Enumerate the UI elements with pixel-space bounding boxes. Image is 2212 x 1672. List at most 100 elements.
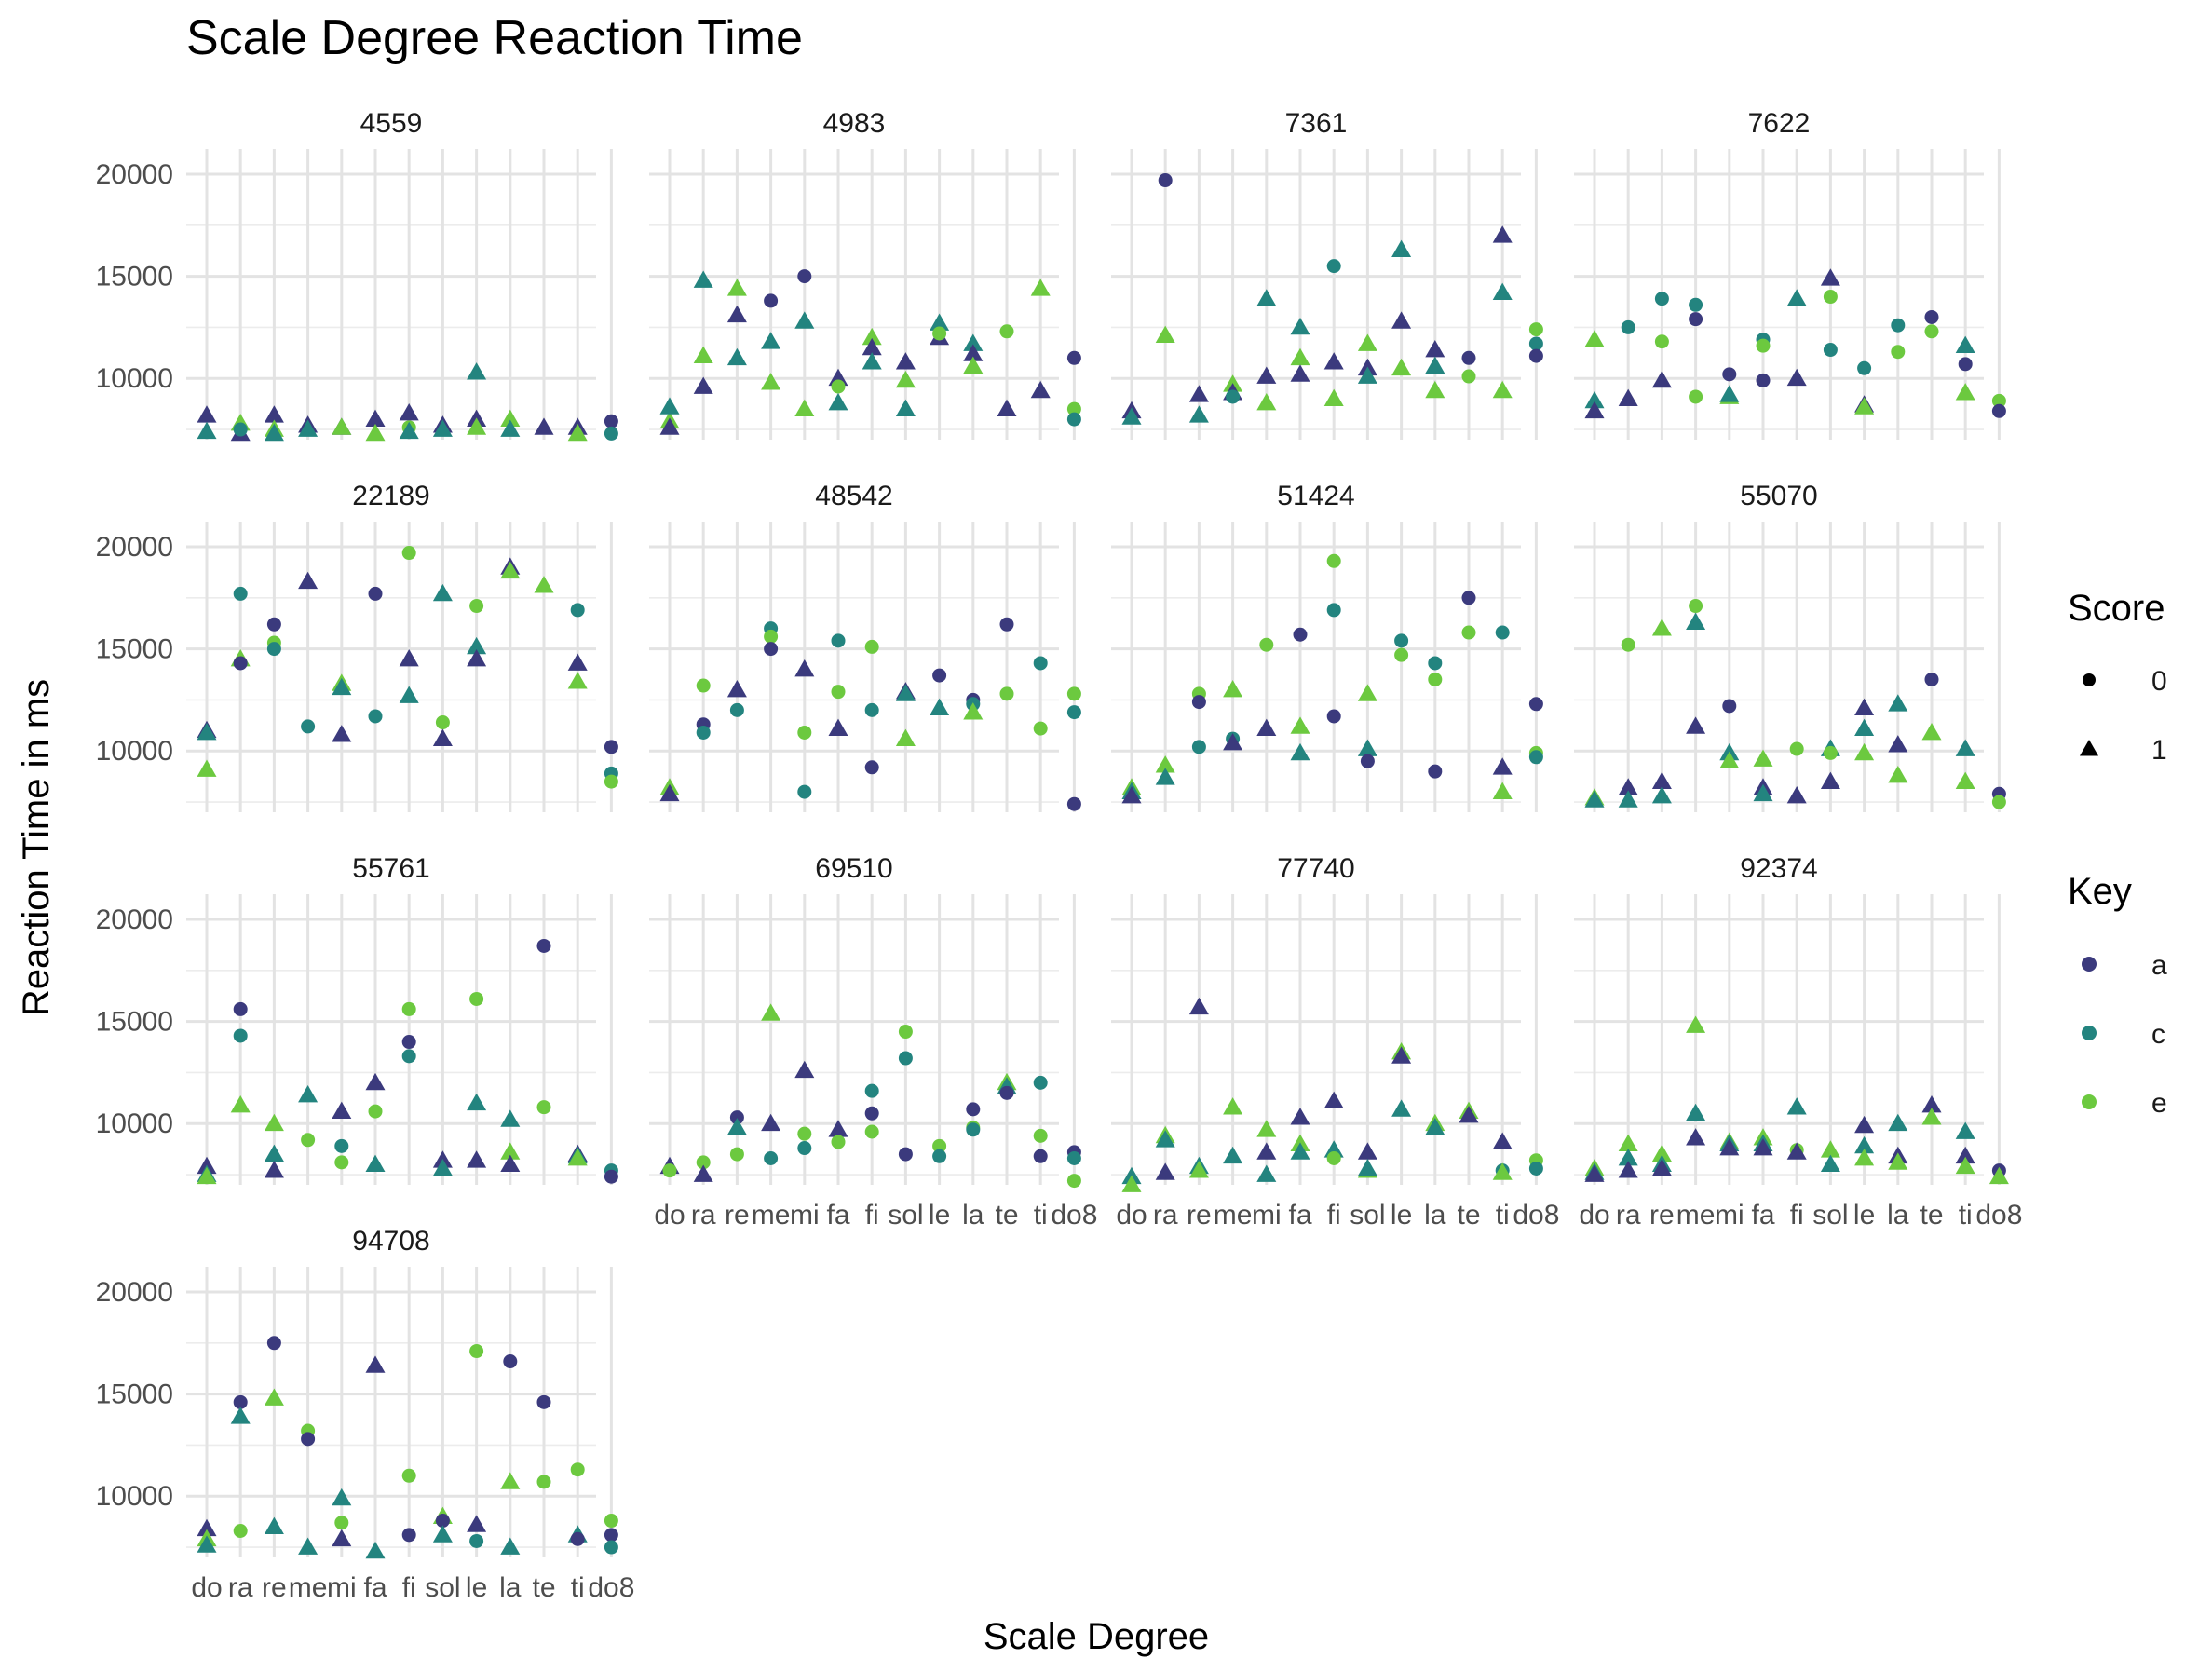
data-point-triangle	[1256, 366, 1277, 384]
x-tick-label: me	[1676, 1200, 1716, 1230]
data-point-triangle	[1290, 317, 1310, 335]
facet-panel-94708: 94708 10000 15000 20000 do ra re me mi fa fi sol le l…	[96, 1226, 635, 1603]
chart-title: Scale Degree Reaction Time	[186, 11, 803, 65]
data-point-circle	[831, 633, 846, 648]
facet-panel-22189: 22189 10000 15000 20000	[96, 481, 618, 812]
legend-title-score: Score	[2068, 588, 2165, 629]
x-tick-label: ra	[1616, 1200, 1641, 1230]
data-point-triangle	[1921, 722, 1942, 741]
data-point-triangle	[365, 409, 386, 427]
data-point-circle	[797, 784, 812, 799]
facet-strip-label: 7361	[1285, 108, 1348, 139]
facet-strip-label: 4983	[823, 108, 886, 139]
x-tick-label: mi	[790, 1200, 820, 1230]
data-point-circle	[1689, 599, 1703, 614]
data-point-triangle	[1492, 757, 1513, 775]
x-tick-label: le	[1853, 1200, 1875, 1230]
data-point-triangle	[500, 409, 521, 427]
data-point-triangle	[1854, 742, 1875, 761]
data-point-circle	[696, 1155, 711, 1170]
x-tick-label: me	[1214, 1200, 1253, 1230]
data-point-circle	[1066, 1174, 1081, 1189]
data-point-triangle	[1492, 1162, 1513, 1180]
x-tick-label: do8	[1975, 1200, 2022, 1230]
x-tick-label: ti	[1496, 1200, 1510, 1230]
data-point-circle	[797, 1141, 812, 1156]
data-point-triangle	[1955, 771, 1975, 789]
data-point-triangle	[365, 1355, 386, 1373]
data-point-triangle	[1357, 739, 1377, 756]
data-point-triangle	[197, 1535, 217, 1553]
facet-panel-7361: 7361	[1111, 108, 1543, 440]
data-point-triangle	[828, 368, 848, 387]
data-point-triangle	[1854, 1135, 1875, 1154]
data-point-circle	[435, 715, 450, 730]
data-point-circle	[233, 1028, 248, 1043]
data-point-triangle	[1188, 1161, 1209, 1178]
data-point-triangle	[794, 1060, 815, 1079]
data-point-triangle	[567, 423, 588, 442]
x-tick-label: re	[1649, 1200, 1675, 1230]
data-point-circle	[334, 1516, 349, 1530]
data-point-circle	[503, 1354, 518, 1369]
data-point-triangle	[500, 419, 521, 437]
data-point-triangle	[1323, 388, 1344, 407]
data-point-triangle	[467, 1150, 487, 1168]
x-tick-label: mi	[1715, 1200, 1744, 1230]
data-point-circle	[1326, 603, 1341, 618]
data-point-circle	[1991, 403, 2006, 418]
data-point-triangle	[1155, 1130, 1175, 1148]
data-point-triangle	[1223, 1146, 1243, 1164]
facet-strip-label: 4559	[360, 108, 423, 139]
data-point-circle	[864, 702, 879, 717]
data-point-triangle	[963, 333, 984, 351]
x-tick-label: do	[1116, 1200, 1147, 1230]
data-point-triangle	[1618, 778, 1638, 795]
data-point-circle	[1857, 360, 1872, 375]
data-point-circle	[1823, 343, 1838, 358]
x-tick-label: sol	[425, 1572, 460, 1603]
data-point-triangle	[1854, 718, 1875, 736]
data-point-circle	[570, 1531, 585, 1546]
data-point-circle	[1394, 647, 1409, 662]
data-point-triangle	[1955, 1146, 1975, 1164]
x-tick-label: do	[654, 1200, 685, 1230]
y-tick-label: 20000	[96, 1277, 173, 1308]
data-point-triangle	[264, 405, 284, 423]
data-point-triangle	[1391, 311, 1412, 329]
data-point-circle	[764, 629, 779, 644]
data-point-triangle	[298, 571, 319, 590]
data-point-circle	[764, 293, 779, 308]
facet-panels: 4559 10000 15000 20000 4983 7361 7622 22189 1000…	[96, 108, 2023, 1603]
data-point-circle	[536, 938, 551, 953]
x-tick-label: fa	[363, 1572, 387, 1603]
data-point-triangle	[1618, 388, 1638, 407]
data-point-circle	[1033, 1149, 1048, 1163]
data-point-triangle	[895, 370, 916, 388]
data-point-triangle	[895, 684, 916, 701]
data-point-triangle	[1686, 1103, 1706, 1121]
data-point-circle	[1722, 367, 1737, 382]
data-point-triangle	[963, 344, 984, 361]
data-point-triangle	[1290, 742, 1310, 761]
data-point-triangle	[828, 718, 848, 736]
x-tick-label: te	[995, 1200, 1018, 1230]
data-point-triangle	[1618, 1161, 1638, 1178]
data-point-circle	[536, 1475, 551, 1489]
data-point-circle	[1428, 764, 1443, 779]
data-point-triangle	[1888, 766, 1908, 783]
data-point-circle	[469, 1533, 484, 1548]
data-point-triangle	[197, 1518, 217, 1537]
x-tick-label: ti	[1959, 1200, 1973, 1230]
data-point-triangle	[432, 728, 453, 746]
data-point-triangle	[1854, 1115, 1875, 1134]
data-point-triangle	[1323, 1140, 1344, 1158]
data-point-triangle	[726, 1118, 747, 1135]
data-point-circle	[1756, 373, 1771, 387]
data-point-circle	[1066, 686, 1081, 701]
data-point-triangle	[1618, 1134, 1638, 1152]
x-tick-label: do8	[1513, 1200, 1559, 1230]
data-point-triangle	[1256, 1164, 1277, 1182]
data-point-triangle	[298, 419, 319, 437]
data-point-triangle	[1786, 785, 1807, 804]
